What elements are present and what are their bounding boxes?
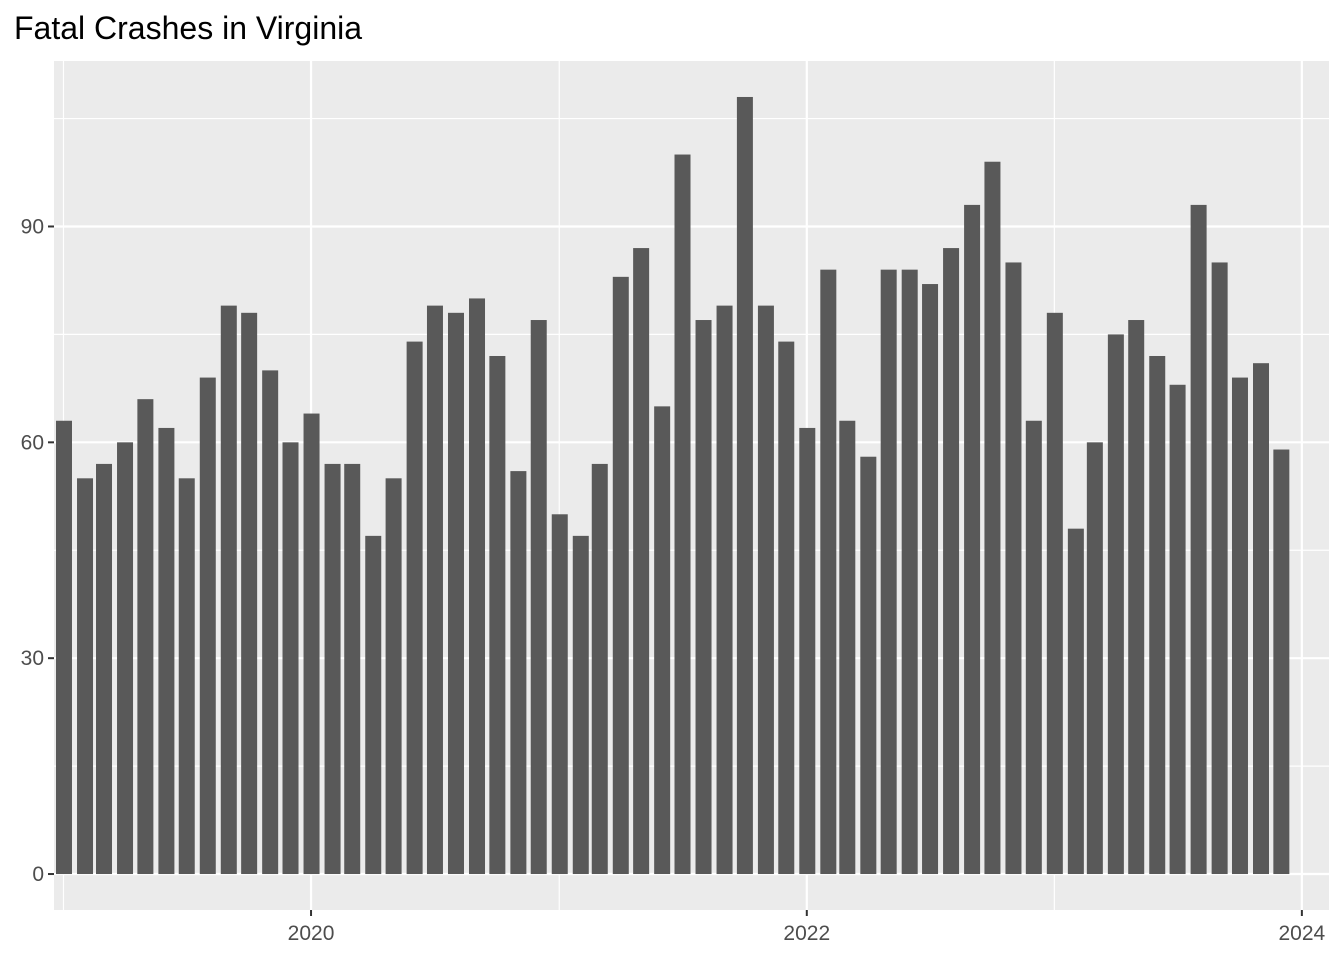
bar bbox=[385, 478, 402, 875]
bar bbox=[344, 463, 361, 875]
y-tick-label: 90 bbox=[21, 215, 44, 238]
bar bbox=[1025, 420, 1042, 875]
bar bbox=[943, 248, 960, 875]
bar bbox=[282, 442, 299, 875]
bar bbox=[530, 320, 547, 875]
bar bbox=[964, 204, 981, 875]
bar bbox=[1128, 320, 1145, 875]
bar bbox=[860, 456, 877, 875]
bar bbox=[551, 514, 568, 875]
bar bbox=[1169, 384, 1186, 875]
bar bbox=[654, 406, 671, 875]
bar bbox=[716, 305, 733, 875]
bar bbox=[1273, 449, 1290, 875]
bar bbox=[489, 355, 506, 875]
bar bbox=[674, 154, 691, 875]
y-tick-label: 60 bbox=[21, 431, 44, 454]
bar bbox=[1046, 312, 1063, 875]
bar bbox=[757, 305, 774, 875]
bar bbox=[1231, 377, 1248, 875]
y-tick-label: 30 bbox=[21, 647, 44, 670]
bar bbox=[510, 471, 527, 875]
bar bbox=[1211, 262, 1228, 875]
bar bbox=[880, 269, 897, 875]
bar bbox=[984, 161, 1001, 875]
bar bbox=[736, 96, 753, 875]
bar bbox=[1253, 363, 1270, 875]
bar bbox=[572, 535, 589, 875]
chart-title: Fatal Crashes in Virginia bbox=[14, 10, 362, 46]
bar bbox=[1190, 204, 1207, 875]
bar bbox=[839, 420, 856, 875]
bar bbox=[1005, 262, 1022, 875]
bar bbox=[324, 463, 341, 875]
bar bbox=[178, 478, 195, 875]
bar bbox=[799, 427, 816, 875]
bar bbox=[303, 413, 320, 875]
bar bbox=[447, 312, 464, 875]
bar bbox=[365, 535, 382, 875]
x-tick-label: 2024 bbox=[1279, 922, 1326, 945]
bar bbox=[778, 341, 795, 875]
bar bbox=[695, 320, 712, 875]
bar bbox=[820, 269, 837, 875]
bar bbox=[96, 463, 113, 875]
bar bbox=[591, 463, 608, 875]
bar bbox=[1107, 334, 1124, 875]
bar bbox=[199, 377, 216, 875]
bar bbox=[137, 399, 154, 875]
x-tick-label: 2022 bbox=[783, 922, 830, 945]
bar bbox=[406, 341, 423, 875]
bar bbox=[901, 269, 918, 875]
x-tick-label: 2020 bbox=[288, 922, 335, 945]
bar bbox=[1149, 355, 1166, 875]
bar bbox=[426, 305, 443, 875]
bar bbox=[469, 298, 486, 875]
y-axis: 0 30 60 90 bbox=[21, 215, 54, 886]
bar bbox=[241, 312, 258, 875]
bar bbox=[262, 370, 279, 875]
bar bbox=[612, 276, 629, 875]
bar bbox=[117, 442, 134, 875]
bar bbox=[158, 427, 175, 875]
bars bbox=[55, 96, 1290, 875]
bar bbox=[77, 478, 94, 875]
bar bbox=[633, 248, 650, 875]
x-axis: 2020 2022 2024 bbox=[288, 910, 1326, 945]
y-tick-label: 0 bbox=[32, 863, 44, 886]
bar bbox=[1067, 528, 1084, 875]
bar bbox=[55, 420, 72, 875]
bar bbox=[922, 284, 939, 875]
bar bbox=[1086, 442, 1103, 875]
bar bbox=[220, 305, 237, 875]
